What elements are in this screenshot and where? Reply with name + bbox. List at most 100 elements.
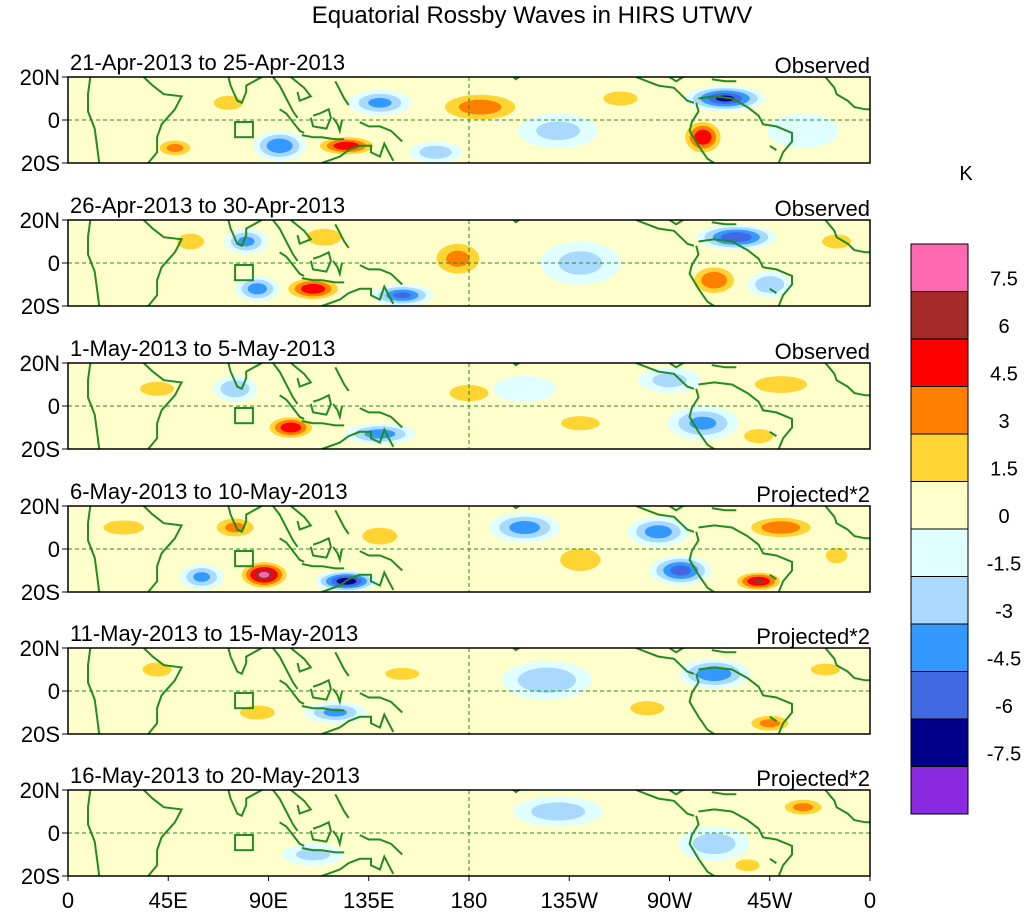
coastline xyxy=(301,847,345,854)
contour-level xyxy=(692,833,736,855)
coastline xyxy=(272,648,299,690)
coastline xyxy=(301,134,345,141)
coastline xyxy=(290,77,313,103)
anomaly-blob xyxy=(818,542,855,569)
anomaly-blob xyxy=(168,228,213,255)
contour-level xyxy=(694,129,712,145)
lat-label: 20N xyxy=(20,208,60,233)
coastline xyxy=(279,679,305,705)
anomaly-blob xyxy=(281,843,345,866)
anomaly-blob xyxy=(620,800,674,823)
lat-label: 20N xyxy=(20,351,60,376)
anomaly-blob xyxy=(201,89,256,116)
reference-box xyxy=(234,692,254,710)
coastline xyxy=(309,536,332,559)
coastline xyxy=(301,705,345,712)
anomaly-blob xyxy=(616,695,679,722)
contour-level xyxy=(385,667,420,680)
lon-label: 0 xyxy=(62,888,74,913)
lat-label: 20S xyxy=(21,580,60,605)
colorbar-label: 1.5 xyxy=(990,459,1018,481)
coastline xyxy=(332,117,343,135)
coastline xyxy=(824,648,870,682)
contour-level xyxy=(735,859,760,872)
contour-level xyxy=(493,375,556,402)
coastline xyxy=(227,506,263,534)
anomaly-blob xyxy=(179,564,224,590)
contour-level xyxy=(125,800,189,823)
coastline xyxy=(824,363,870,397)
coastline xyxy=(272,363,299,405)
map-panel: 20N 0 20S 6-May-2013 to 10-May-2013 Projecte… xyxy=(20,479,871,605)
anomaly-blob xyxy=(731,570,786,592)
reference-box xyxy=(234,550,254,568)
coastline xyxy=(359,264,403,286)
lat-label: 20S xyxy=(21,722,60,747)
contour-level xyxy=(296,848,331,861)
colorbar-label: 7.5 xyxy=(990,269,1018,291)
coastline xyxy=(711,507,737,512)
contour-level xyxy=(644,525,672,539)
coastline xyxy=(635,790,695,817)
anomaly-blob xyxy=(544,410,617,437)
contour-level xyxy=(509,520,541,535)
coastline xyxy=(309,393,332,416)
contour-level xyxy=(446,250,470,267)
anomaly-blob xyxy=(518,113,599,148)
lon-label: 180 xyxy=(451,888,488,913)
colorbar-swatch xyxy=(910,243,969,292)
coastline xyxy=(272,506,299,548)
contour-level xyxy=(720,232,752,243)
contour-level xyxy=(701,271,727,289)
coastline xyxy=(698,808,793,876)
x-axis: 0 45E 90E 135E 180 135W 90W 45W 0 xyxy=(62,876,876,913)
coastline xyxy=(824,790,870,824)
contour-level xyxy=(266,138,293,154)
lat-label: 20S xyxy=(21,151,60,176)
coastline xyxy=(321,427,395,449)
colorbar-label: -3 xyxy=(995,601,1013,623)
anomaly-blob xyxy=(219,830,273,857)
coastline xyxy=(635,506,695,533)
coastline xyxy=(711,78,737,83)
anomaly-blob xyxy=(92,516,155,539)
anomaly-blob xyxy=(431,89,530,125)
coastline xyxy=(290,790,313,815)
coastline xyxy=(272,220,299,262)
contour-level xyxy=(177,233,205,250)
coastline xyxy=(334,366,350,392)
lat-label: 0 xyxy=(48,108,60,133)
colorbar-label: 3 xyxy=(998,411,1009,433)
anomaly-blob xyxy=(313,135,380,157)
lon-label: 90W xyxy=(647,888,692,913)
coastline xyxy=(688,815,715,876)
anomaly-blob xyxy=(212,375,258,402)
coastlines xyxy=(87,77,870,163)
coastlines xyxy=(87,220,870,306)
contour-level xyxy=(364,429,396,439)
panel-type-label: Observed xyxy=(775,53,870,78)
coastline xyxy=(359,692,403,714)
anomaly-blob xyxy=(281,275,345,302)
anomaly-blob xyxy=(130,656,184,683)
contour-level xyxy=(761,521,801,534)
colorbar-swatch xyxy=(910,338,969,387)
colorbar-swatch xyxy=(910,766,969,815)
coastline xyxy=(668,220,689,226)
contour-level xyxy=(560,416,600,431)
panel-date-range: 26-Apr-2013 to 30-Apr-2013 xyxy=(70,193,345,218)
panel-type-label: Projected*2 xyxy=(756,766,870,791)
contour-level xyxy=(220,380,250,398)
coastline xyxy=(698,524,793,592)
contour-level xyxy=(247,283,268,295)
contour-level xyxy=(793,803,814,812)
coastline xyxy=(87,363,101,449)
panel-date-range: 21-Apr-2013 to 25-Apr-2013 xyxy=(70,50,345,75)
anomaly-blob xyxy=(493,375,556,402)
anomaly-blob xyxy=(736,425,781,447)
coastline xyxy=(321,854,395,876)
anomaly-blob xyxy=(513,796,603,827)
contour-level xyxy=(754,376,808,393)
lat-label: 20S xyxy=(21,864,60,889)
coastline xyxy=(668,790,689,796)
